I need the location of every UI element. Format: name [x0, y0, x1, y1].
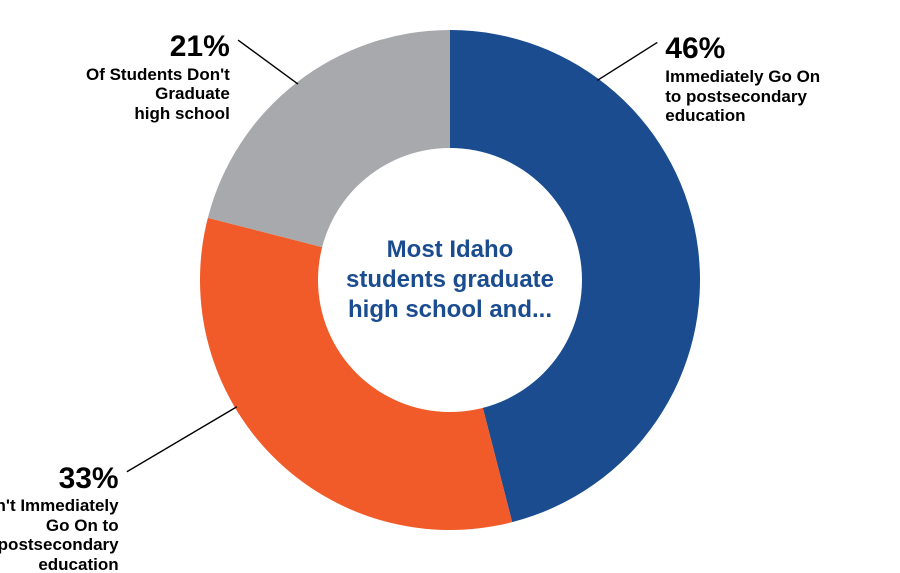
callout-percent: 46%: [665, 32, 820, 67]
callout-percent: 33%: [0, 462, 119, 497]
callout-leader-immediately: [597, 42, 657, 80]
callout-line: Don't Immediately: [0, 496, 119, 516]
callout-immediately: 46%Immediately Go Onto postsecondaryeduc…: [665, 32, 820, 125]
callout-line: Immediately Go On: [665, 67, 820, 87]
callout-line: education: [665, 106, 820, 126]
pie-chart-container: Most Idahostudents graduatehigh school a…: [0, 0, 900, 573]
callout-line: Graduate: [86, 84, 230, 104]
callout-leader-dont_graduate: [238, 40, 298, 84]
pie-center-label-line: Most Idaho: [328, 235, 572, 265]
pie-center-label-line: high school and...: [328, 295, 572, 325]
callout-line: Of Students Don't: [86, 65, 230, 85]
callout-dont_graduate: 21%Of Students Don'tGraduatehigh school: [86, 30, 230, 123]
callout-line: Go On to: [0, 516, 119, 536]
callout-line: to postsecondary: [665, 87, 820, 107]
callout-percent: 21%: [86, 30, 230, 65]
callout-line: postsecondary: [0, 535, 119, 555]
pie-center-label: Most Idahostudents graduatehigh school a…: [328, 235, 572, 325]
callout-line: high school: [86, 104, 230, 124]
pie-center-label-line: students graduate: [328, 265, 572, 295]
callout-dont_immediately: 33%Don't ImmediatelyGo On topostsecondar…: [0, 462, 119, 573]
callout-line: education: [0, 555, 119, 573]
callout-leader-dont_immediately: [127, 407, 237, 472]
